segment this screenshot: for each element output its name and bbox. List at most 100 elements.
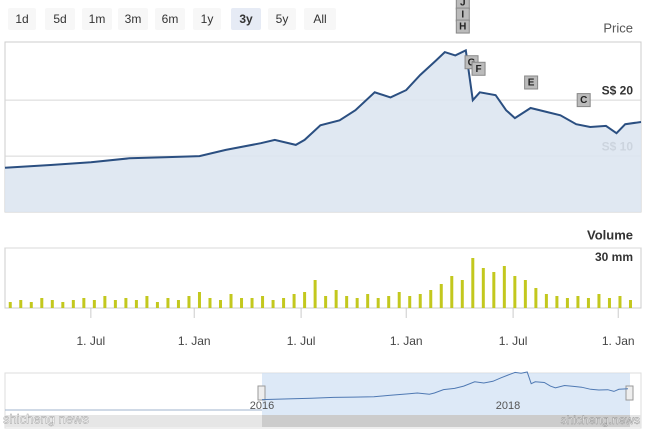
volume-bar xyxy=(134,300,138,308)
volume-bar xyxy=(523,280,527,308)
event-flag-label: F xyxy=(476,64,482,75)
volume-bar xyxy=(397,292,401,308)
watermark: shicheng news xyxy=(3,411,89,426)
volume-bar xyxy=(92,300,96,308)
x-tick-label: 1. Jul xyxy=(287,334,316,348)
x-tick-label: 1. Jan xyxy=(390,334,423,348)
x-tick-label: 1. Jul xyxy=(77,334,106,348)
volume-bar xyxy=(576,296,580,308)
event-flag[interactable] xyxy=(524,75,539,90)
volume-bar xyxy=(124,298,128,308)
event-flag-label: H xyxy=(459,22,466,33)
volume-bar xyxy=(345,296,349,308)
price-axis-title: Price xyxy=(603,20,633,35)
volume-bar xyxy=(155,302,159,308)
volume-bar xyxy=(208,298,212,308)
volume-bar xyxy=(544,294,548,308)
range-button-label[interactable]: 1y xyxy=(201,12,214,26)
range-button[interactable] xyxy=(193,8,221,30)
price-line xyxy=(4,48,642,169)
volume-bar xyxy=(628,300,632,308)
volume-bar xyxy=(219,300,223,308)
volume-bar xyxy=(492,272,496,308)
volume-bar xyxy=(376,298,380,308)
volume-bar xyxy=(366,294,370,308)
volume-bar xyxy=(271,300,275,308)
volume-bar xyxy=(176,300,180,308)
volume-bar xyxy=(429,290,433,308)
volume-bar xyxy=(534,288,538,308)
y-tick-label: S$ 20 xyxy=(602,83,634,97)
volume-bar xyxy=(418,294,422,308)
navigator-line xyxy=(261,371,629,401)
y-tick-label: 30 mm xyxy=(595,250,633,264)
event-flag[interactable] xyxy=(455,19,470,34)
range-button-label[interactable]: 6m xyxy=(162,12,179,26)
range-button[interactable] xyxy=(155,8,185,30)
range-button-label[interactable]: 3y xyxy=(239,12,253,26)
volume-bar xyxy=(334,290,338,308)
volume-bar xyxy=(324,296,328,308)
volume-bar xyxy=(261,296,265,308)
volume-bar xyxy=(303,292,307,308)
scrollbar-thumb[interactable] xyxy=(262,415,630,427)
volume-bar xyxy=(471,258,475,308)
volume-bar xyxy=(439,284,443,308)
event-flag-label: J xyxy=(460,0,466,9)
volume-bar xyxy=(113,300,117,308)
volume-bar xyxy=(555,296,559,308)
event-flag-label: C xyxy=(580,95,587,106)
volume-bar xyxy=(82,298,86,308)
x-tick-label: 1. Jan xyxy=(602,334,635,348)
range-button-label[interactable]: 3m xyxy=(125,12,142,26)
x-tick-label: 1. Jan xyxy=(178,334,211,348)
volume-bar xyxy=(282,298,286,308)
volume-bar xyxy=(103,296,107,308)
volume-bar xyxy=(29,302,33,308)
navigator-label: 2016 xyxy=(250,400,274,412)
range-button-label[interactable]: 1m xyxy=(89,12,106,26)
price-area xyxy=(5,50,641,213)
range-button[interactable] xyxy=(268,8,296,30)
range-button[interactable] xyxy=(82,8,112,30)
volume-axis-title: Volume xyxy=(587,227,633,242)
volume-bar xyxy=(460,280,464,308)
volume-bar xyxy=(408,296,412,308)
range-selector: 1d 5d 1m 3m 6m 1y 3y 5y All xyxy=(8,8,336,30)
event-flag[interactable] xyxy=(471,61,486,76)
volume-bar xyxy=(618,296,622,308)
range-button-label[interactable]: 1d xyxy=(15,12,28,26)
range-button[interactable] xyxy=(304,8,336,30)
volume-bar xyxy=(8,302,12,308)
event-flag[interactable] xyxy=(576,93,591,108)
volume-bar xyxy=(145,296,149,308)
navigator-handle[interactable] xyxy=(257,385,266,401)
volume-bar xyxy=(40,298,44,308)
volume-bar xyxy=(19,300,23,308)
volume-bar xyxy=(50,300,54,308)
navigator-handle[interactable] xyxy=(625,385,634,401)
volume-bar xyxy=(292,294,296,308)
volume-bar xyxy=(240,298,244,308)
event-flag-label: I xyxy=(461,10,464,21)
volume-bar xyxy=(586,298,590,308)
range-button-label[interactable]: 5d xyxy=(53,12,66,26)
volume-bar xyxy=(166,298,170,308)
range-button[interactable] xyxy=(45,8,75,30)
navigator-selection[interactable] xyxy=(262,373,630,415)
volume-bar xyxy=(597,294,601,308)
navigator-label: 2018 xyxy=(496,400,520,412)
range-button-label[interactable]: 5y xyxy=(276,12,289,26)
volume-bar xyxy=(71,300,75,308)
range-button[interactable] xyxy=(231,8,261,30)
event-flag-label: E xyxy=(528,78,535,89)
range-button[interactable] xyxy=(118,8,148,30)
volume-bar xyxy=(313,280,317,308)
volume-bar xyxy=(355,298,359,308)
range-button-label[interactable]: All xyxy=(313,12,326,26)
volume-bar xyxy=(197,292,201,308)
range-button[interactable] xyxy=(8,8,36,30)
volume-bar xyxy=(61,302,65,308)
